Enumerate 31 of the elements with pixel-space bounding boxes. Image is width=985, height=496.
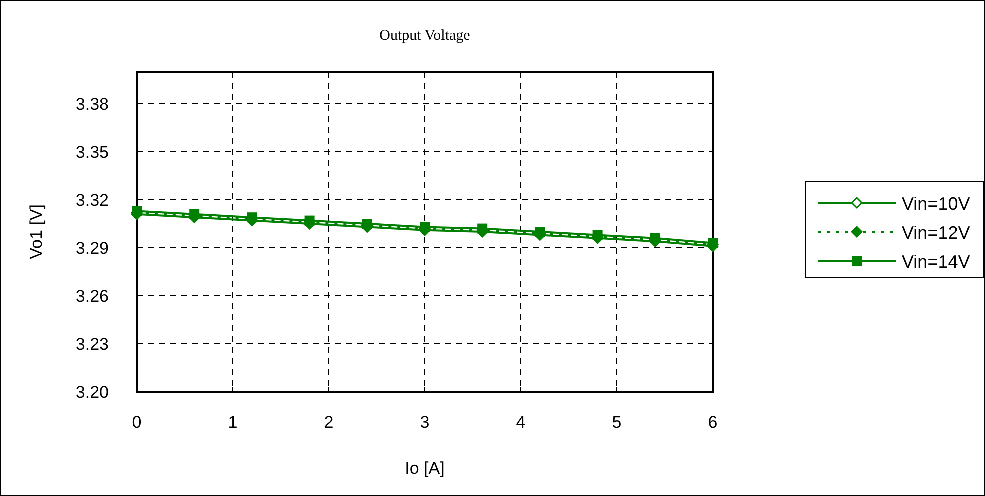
x-tick-label: 1 [228, 413, 238, 432]
point [362, 219, 372, 229]
point [420, 222, 430, 232]
y-tick-label: 3.20 [76, 383, 109, 402]
y-tick-label: 3.32 [76, 191, 109, 210]
point [478, 224, 488, 234]
y-tick-label: 3.29 [76, 239, 109, 258]
y-tick-label: 3.26 [76, 287, 109, 306]
x-axis-title: Io [A] [405, 459, 445, 478]
point [247, 212, 258, 223]
x-tick-label: 0 [132, 413, 142, 432]
x-tick-label: 5 [612, 413, 622, 432]
y-axis-title: Vo1 [V] [27, 204, 46, 260]
chart-title: Output Voltage [380, 28, 471, 44]
y-tick-label: 3.23 [76, 335, 109, 354]
y-tick-label: 3.35 [76, 143, 109, 162]
x-tick-label: 3 [420, 413, 430, 432]
x-tick-label: 6 [708, 413, 718, 432]
point [708, 238, 718, 248]
point [132, 206, 142, 216]
y-tick-label: 3.38 [76, 95, 109, 114]
legend-label: Vin=10V [902, 194, 970, 214]
point [535, 227, 546, 237]
point [190, 209, 200, 220]
point [592, 230, 603, 240]
point [304, 216, 315, 226]
legend-label: Vin=12V [902, 223, 970, 243]
legend-label: Vin=14V [902, 252, 970, 272]
x-tick-label: 4 [516, 413, 526, 432]
x-tick-label: 2 [324, 413, 334, 432]
point [650, 233, 660, 244]
